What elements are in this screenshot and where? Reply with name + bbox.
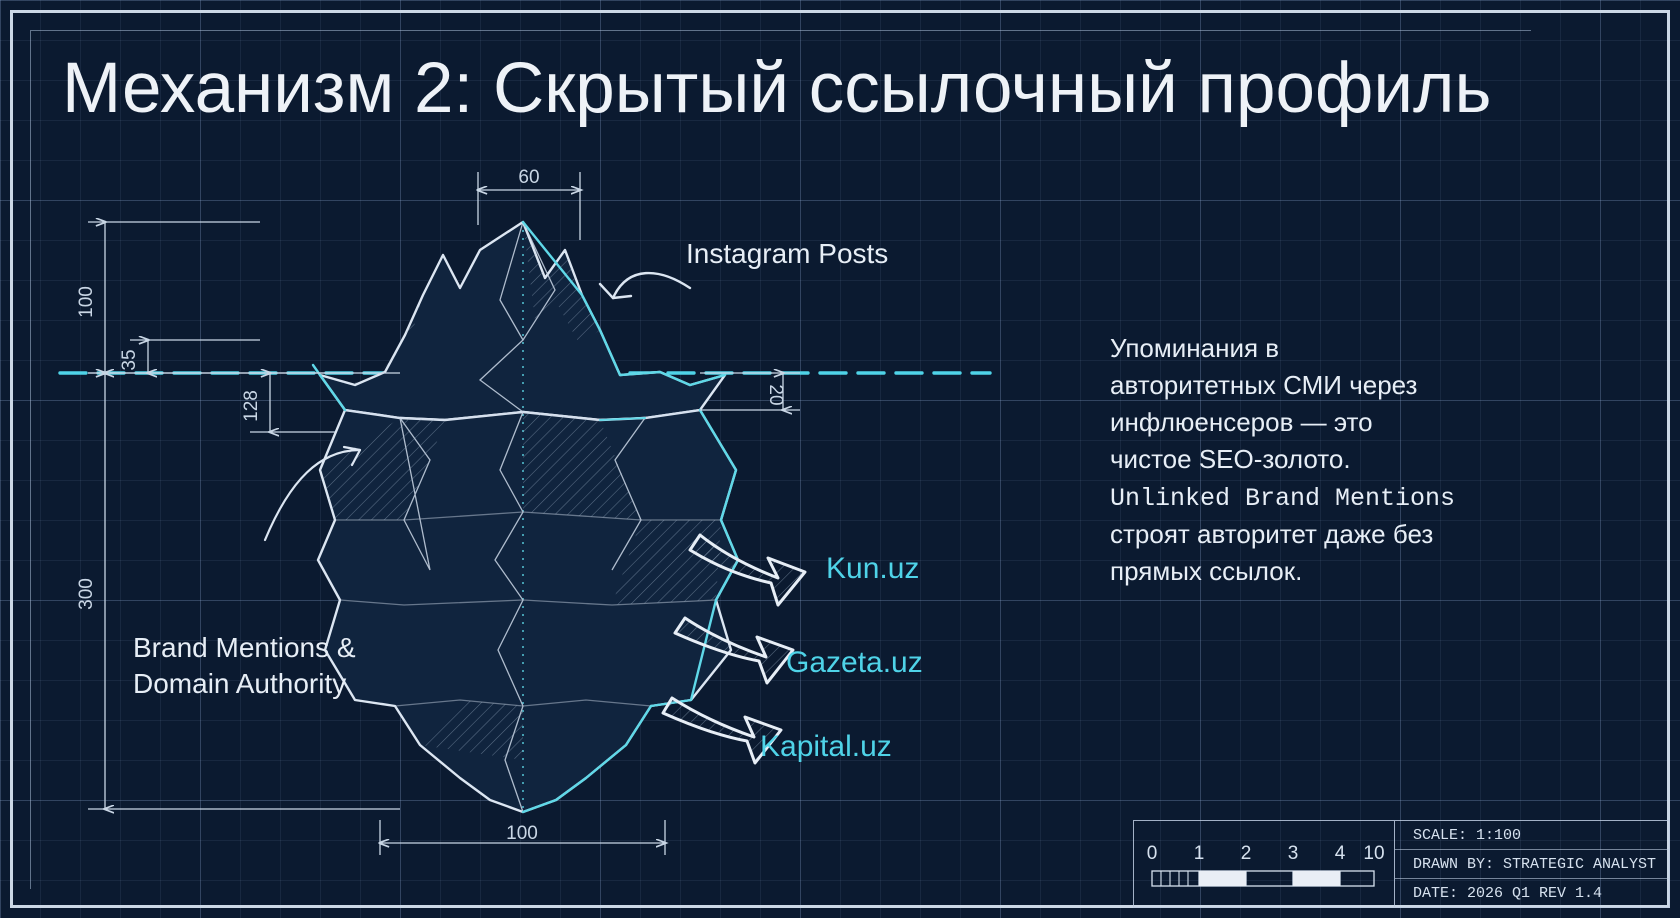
- svg-text:4: 4: [1335, 843, 1346, 864]
- svg-text:100: 100: [76, 286, 97, 318]
- svg-text:35: 35: [119, 349, 140, 370]
- svg-text:300: 300: [76, 578, 97, 610]
- svg-text:2: 2: [1241, 843, 1252, 864]
- svg-text:100: 100: [506, 823, 538, 844]
- svg-text:1: 1: [1194, 843, 1205, 864]
- svg-text:3: 3: [1288, 843, 1299, 864]
- svg-text:20: 20: [765, 384, 786, 405]
- svg-text:60: 60: [518, 167, 539, 188]
- svg-text:10: 10: [1363, 843, 1384, 864]
- svg-text:128: 128: [241, 390, 262, 422]
- svg-text:0: 0: [1147, 843, 1158, 864]
